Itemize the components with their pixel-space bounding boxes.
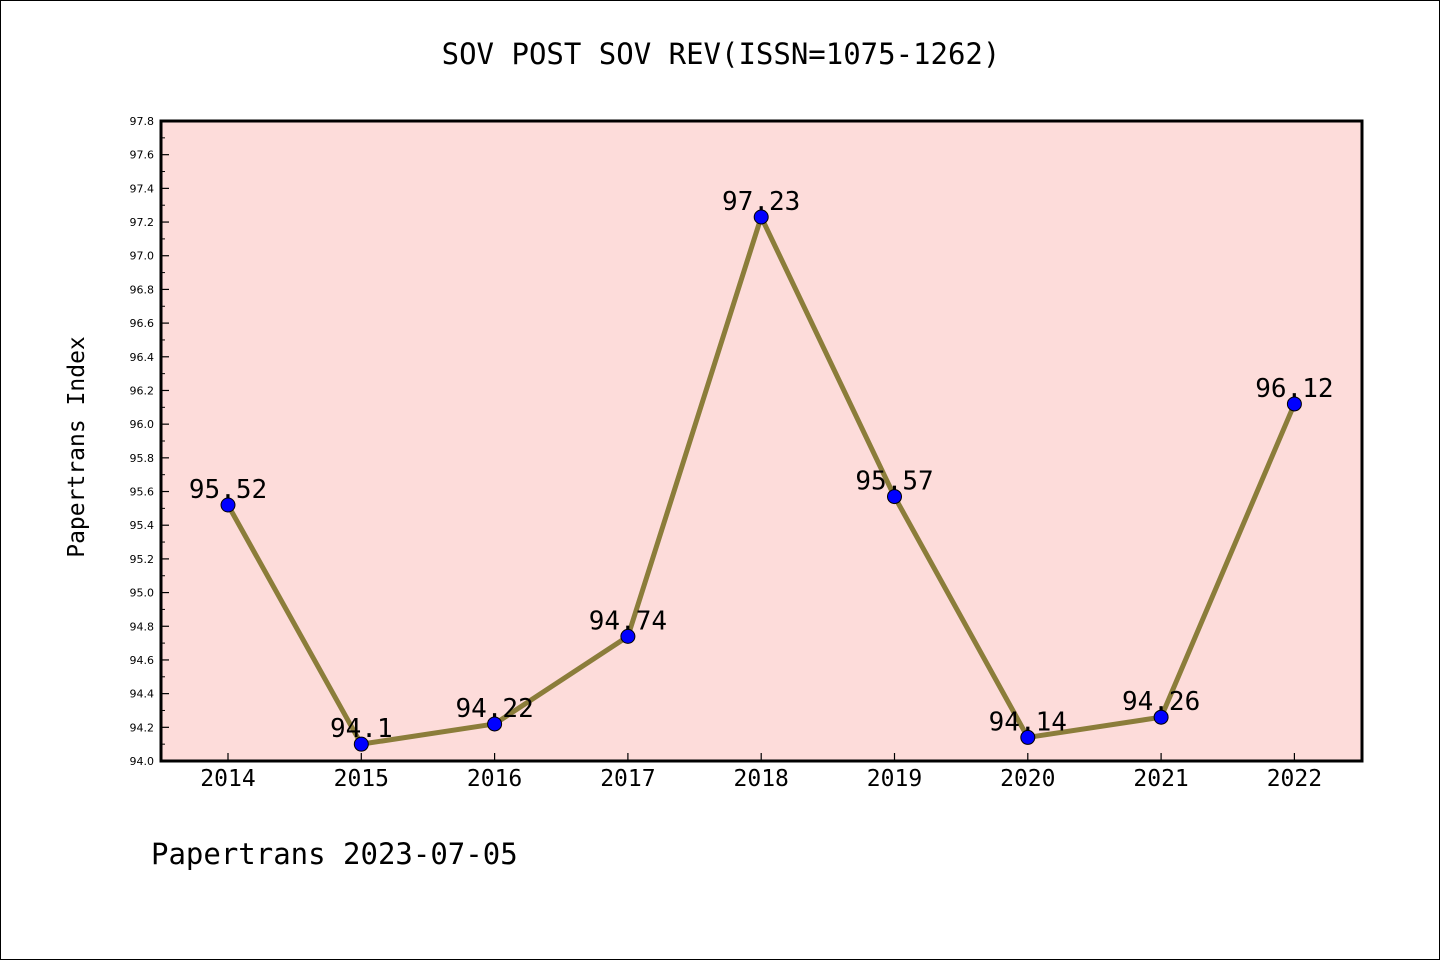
data-label: 94.74 (589, 606, 667, 636)
y-tick-label: 94.2 (130, 721, 155, 734)
data-point (1020, 729, 1036, 745)
data-point (753, 209, 769, 225)
y-tick-label: 96.4 (130, 351, 155, 364)
data-point (353, 736, 369, 752)
y-tick-label: 97.6 (130, 149, 155, 162)
data-point (1153, 709, 1169, 725)
x-tick-label: 2021 (1133, 766, 1188, 792)
y-tick-label: 95.0 (130, 587, 155, 600)
data-labels: 95.52 94.1 94.22 94.74 97.23 95.57 94.14 94.26 9… (189, 187, 1334, 744)
y-tick-label: 96.8 (130, 283, 155, 296)
footer-text: Papertrans 2023-07-05 (151, 837, 518, 871)
y-tick-label: 97.2 (130, 216, 155, 229)
data-point (487, 716, 503, 732)
y-tick-label: 95.4 (130, 519, 155, 532)
y-tick-label: 95.6 (130, 486, 155, 499)
x-tick-label: 2018 (734, 766, 789, 792)
data-label: 94.26 (1122, 687, 1200, 717)
y-tick-label: 97.0 (130, 250, 155, 263)
data-point (220, 497, 236, 513)
data-label: 95.52 (189, 475, 267, 505)
y-tick-label: 94.4 (130, 688, 155, 701)
data-label: 94.1 (330, 714, 393, 744)
y-tick-label: 95.2 (130, 553, 155, 566)
data-label: 95.57 (855, 467, 933, 497)
plot-area (161, 121, 1362, 761)
x-tick-label: 2015 (334, 766, 389, 792)
data-label: 96.12 (1255, 374, 1333, 404)
x-tick-label: 2020 (1000, 766, 1055, 792)
x-tick-label: 2017 (600, 766, 655, 792)
data-label: 94.22 (455, 694, 533, 724)
y-tick-label: 94.6 (130, 654, 155, 667)
y-tick-label: 97.8 (130, 115, 155, 128)
y-tick-label: 96.0 (130, 418, 155, 431)
y-tick-label: 96.6 (130, 317, 155, 330)
y-axis: 94.0 94.2 94.4 94.6 94.8 95.0 95.2 95.4 95.6 95.8… (130, 115, 169, 768)
plot-border (159, 119, 1364, 763)
y-tick-label: 94.8 (130, 620, 155, 633)
x-tick-label: 2014 (200, 766, 255, 792)
series-markers (220, 209, 1302, 752)
data-label: 97.23 (722, 187, 800, 217)
chart-title: SOV POST SOV REV(ISSN=1075-1262) (441, 37, 1001, 71)
data-label: 94.14 (989, 707, 1067, 737)
y-tick-label: 96.2 (130, 384, 155, 397)
x-axis: 2014 2015 2016 2017 2018 2019 2020 2021 2022 (200, 753, 1322, 792)
x-tick-label: 2022 (1267, 766, 1322, 792)
x-tick-label: 2019 (867, 766, 922, 792)
data-point (620, 628, 636, 644)
data-point (887, 489, 902, 505)
x-tick-label: 2016 (467, 766, 522, 792)
y-tick-label: 95.8 (130, 452, 155, 465)
y-tick-label: 97.4 (130, 182, 155, 195)
y-tick-label: 94.0 (130, 755, 155, 768)
data-point (1286, 396, 1302, 412)
